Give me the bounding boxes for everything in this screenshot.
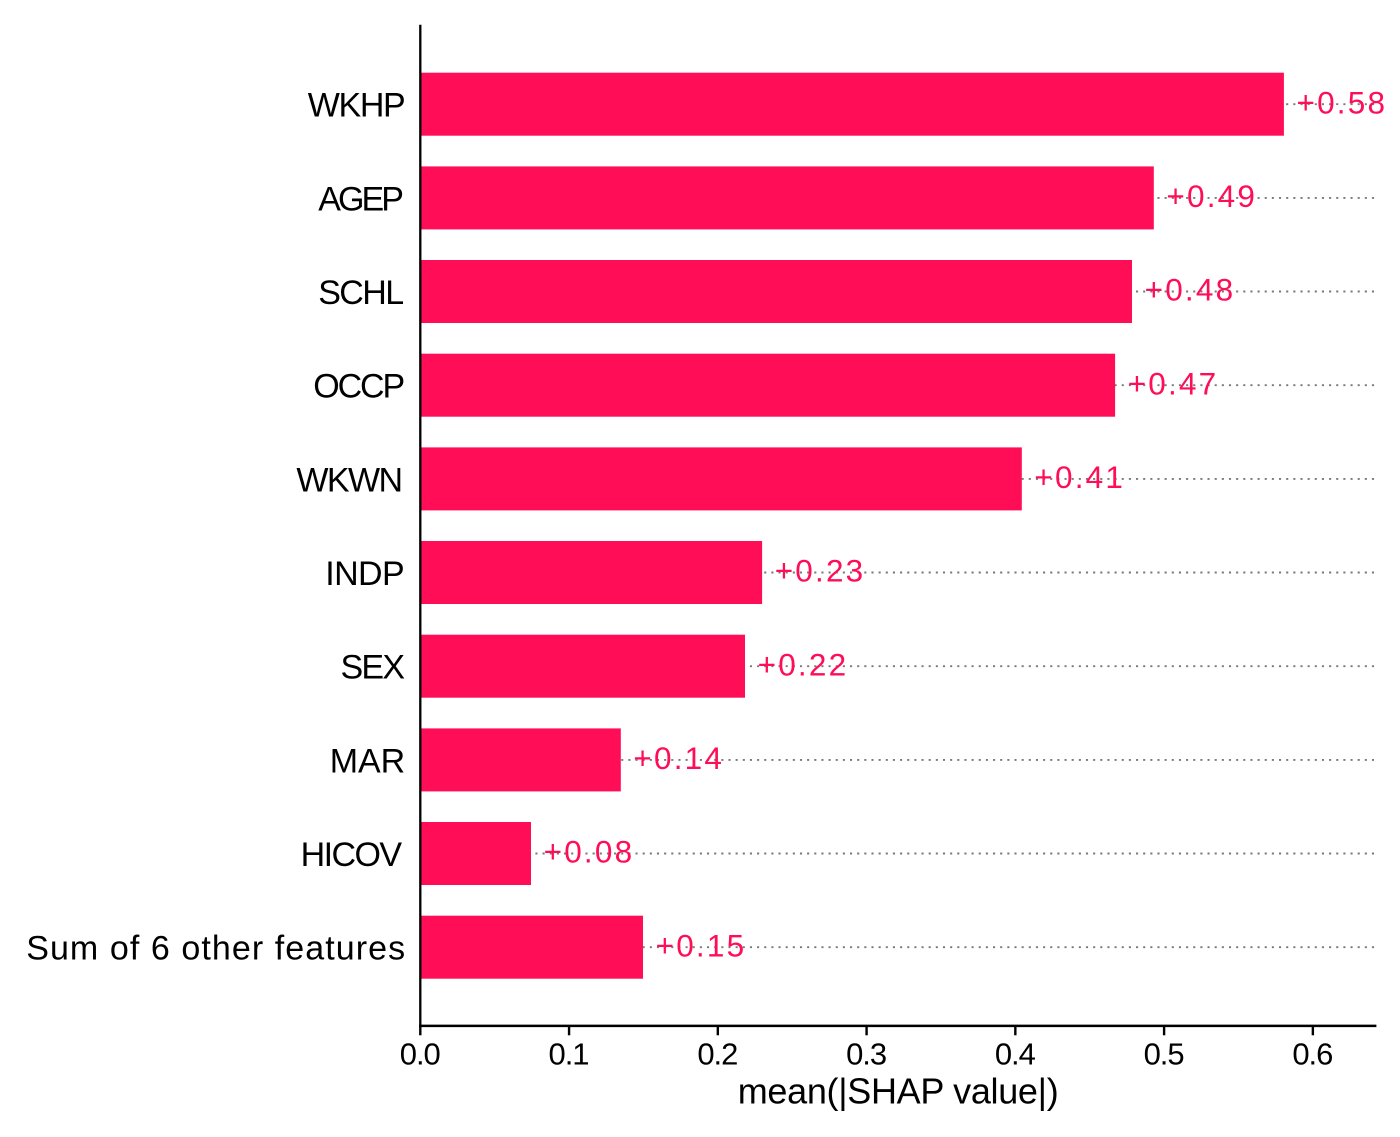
svg-text:+0.22: +0.22	[758, 646, 847, 682]
svg-text:+0.14: +0.14	[633, 740, 722, 776]
svg-text:0.6: 0.6	[1292, 1036, 1333, 1071]
svg-text:0.1: 0.1	[549, 1036, 590, 1071]
svg-text:+0.08: +0.08	[544, 834, 633, 870]
svg-text:SCHL: SCHL	[318, 274, 404, 312]
svg-text:+0.47: +0.47	[1128, 365, 1217, 401]
svg-text:0.4: 0.4	[995, 1036, 1036, 1071]
svg-text:0.0: 0.0	[400, 1036, 441, 1071]
svg-text:SEX: SEX	[341, 649, 406, 687]
svg-text:+0.49: +0.49	[1166, 178, 1255, 214]
svg-text:WKHP: WKHP	[308, 87, 406, 125]
svg-text:0.5: 0.5	[1144, 1036, 1185, 1071]
svg-text:+0.58: +0.58	[1297, 84, 1386, 120]
svg-text:AGEP: AGEP	[318, 180, 404, 218]
svg-text:OCCP: OCCP	[313, 368, 405, 406]
svg-text:MAR: MAR	[330, 742, 406, 780]
svg-text:+0.41: +0.41	[1034, 459, 1123, 495]
svg-text:HICOV: HICOV	[301, 836, 403, 874]
svg-text:+0.48: +0.48	[1145, 272, 1234, 308]
svg-text:0.2: 0.2	[697, 1036, 738, 1071]
svg-text:Sum of 6 other features: Sum of 6 other features	[26, 930, 405, 968]
svg-text:0.3: 0.3	[846, 1036, 887, 1071]
svg-text:+0.23: +0.23	[775, 553, 864, 589]
svg-text:+0.15: +0.15	[656, 927, 745, 963]
svg-text:WKWN: WKWN	[296, 461, 403, 499]
svg-text:INDP: INDP	[325, 555, 405, 593]
svg-text:mean(|SHAP value|): mean(|SHAP value|)	[738, 1070, 1059, 1111]
